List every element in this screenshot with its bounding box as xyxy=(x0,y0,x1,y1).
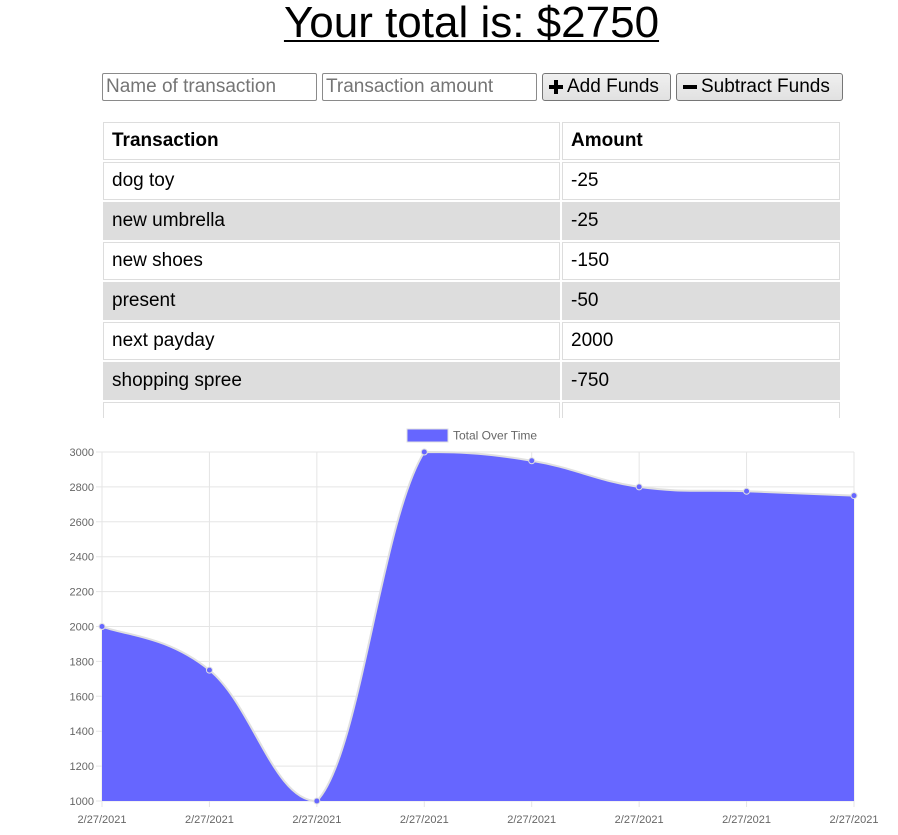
column-header-amount: Amount xyxy=(562,122,840,160)
transaction-amount-cell: 2000 xyxy=(562,322,840,360)
y-tick-label: 1200 xyxy=(70,761,94,773)
y-tick-label: 1000 xyxy=(70,796,94,808)
data-point xyxy=(528,457,536,465)
table-row xyxy=(103,402,840,418)
add-funds-label: Add Funds xyxy=(567,76,659,97)
data-point xyxy=(850,492,858,500)
transaction-name-input[interactable] xyxy=(102,73,317,101)
transaction-amount-cell: -50 xyxy=(562,282,840,320)
table-row: new umbrella -25 xyxy=(103,202,840,240)
transaction-name-cell: present xyxy=(103,282,560,320)
y-tick-label: 3000 xyxy=(70,447,94,459)
x-tick-label: 2/27/2021 xyxy=(830,814,879,826)
y-tick-label: 1400 xyxy=(70,726,94,738)
data-point xyxy=(420,448,428,456)
y-tick-label: 2800 xyxy=(70,482,94,494)
y-tick-label: 2600 xyxy=(70,517,94,529)
subtract-funds-label: Subtract Funds xyxy=(701,76,830,97)
total-over-time-chart: 1000 1200 1400 1600 1800 2000 2200 2400 2600 2800… xyxy=(70,428,879,826)
table-row: dog toy -25 xyxy=(103,162,840,200)
table-row: next payday 2000 xyxy=(103,322,840,360)
transaction-name-cell: shopping spree xyxy=(103,362,560,400)
y-tick-label: 2400 xyxy=(70,552,94,564)
table-row: new shoes -150 xyxy=(103,242,840,280)
table-row: shopping spree -750 xyxy=(103,362,840,400)
transaction-amount-cell: -25 xyxy=(562,162,840,200)
legend-label: Total Over Time xyxy=(453,429,537,443)
transaction-amount-cell xyxy=(562,402,840,418)
transaction-amount-cell: -150 xyxy=(562,242,840,280)
transactions-table-container[interactable]: Transaction Amount dog toy -25 new umbre… xyxy=(101,120,842,418)
transaction-name-cell: new umbrella xyxy=(103,202,560,240)
transaction-name-cell: new shoes xyxy=(103,242,560,280)
data-point xyxy=(313,797,321,805)
transaction-name-cell xyxy=(103,402,560,418)
data-point xyxy=(205,666,213,674)
transaction-name-cell: next payday xyxy=(103,322,560,360)
y-tick-label: 1800 xyxy=(70,656,94,668)
transaction-amount-cell: -750 xyxy=(562,362,840,400)
data-point xyxy=(635,483,643,491)
x-tick-label: 2/27/2021 xyxy=(78,814,127,826)
plus-icon xyxy=(549,80,563,94)
minus-icon xyxy=(683,80,697,94)
x-tick-label: 2/27/2021 xyxy=(185,814,234,826)
add-funds-button[interactable]: Add Funds xyxy=(542,73,671,101)
x-tick-label: 2/27/2021 xyxy=(722,814,771,826)
table-header-row: Transaction Amount xyxy=(103,122,840,160)
table-row: present -50 xyxy=(103,282,840,320)
series-area xyxy=(102,452,854,801)
transaction-amount-input[interactable] xyxy=(322,73,537,101)
y-tick-label: 2200 xyxy=(70,587,94,599)
column-header-transaction: Transaction xyxy=(103,122,560,160)
transaction-amount-cell: -25 xyxy=(562,202,840,240)
x-tick-label: 2/27/2021 xyxy=(507,814,556,826)
total-heading: Your total is: $2750 xyxy=(283,0,660,47)
data-point xyxy=(98,623,106,630)
subtract-funds-button[interactable]: Subtract Funds xyxy=(676,73,843,101)
x-tick-label: 2/27/2021 xyxy=(615,814,664,826)
y-tick-label: 2000 xyxy=(70,622,94,634)
y-tick-label: 1600 xyxy=(70,691,94,703)
data-point xyxy=(743,487,751,495)
x-tick-label: 2/27/2021 xyxy=(400,814,449,826)
legend-swatch xyxy=(406,428,449,443)
transaction-name-cell: dog toy xyxy=(103,162,560,200)
transactions-table: Transaction Amount dog toy -25 new umbre… xyxy=(101,120,842,418)
x-tick-label: 2/27/2021 xyxy=(292,814,341,826)
